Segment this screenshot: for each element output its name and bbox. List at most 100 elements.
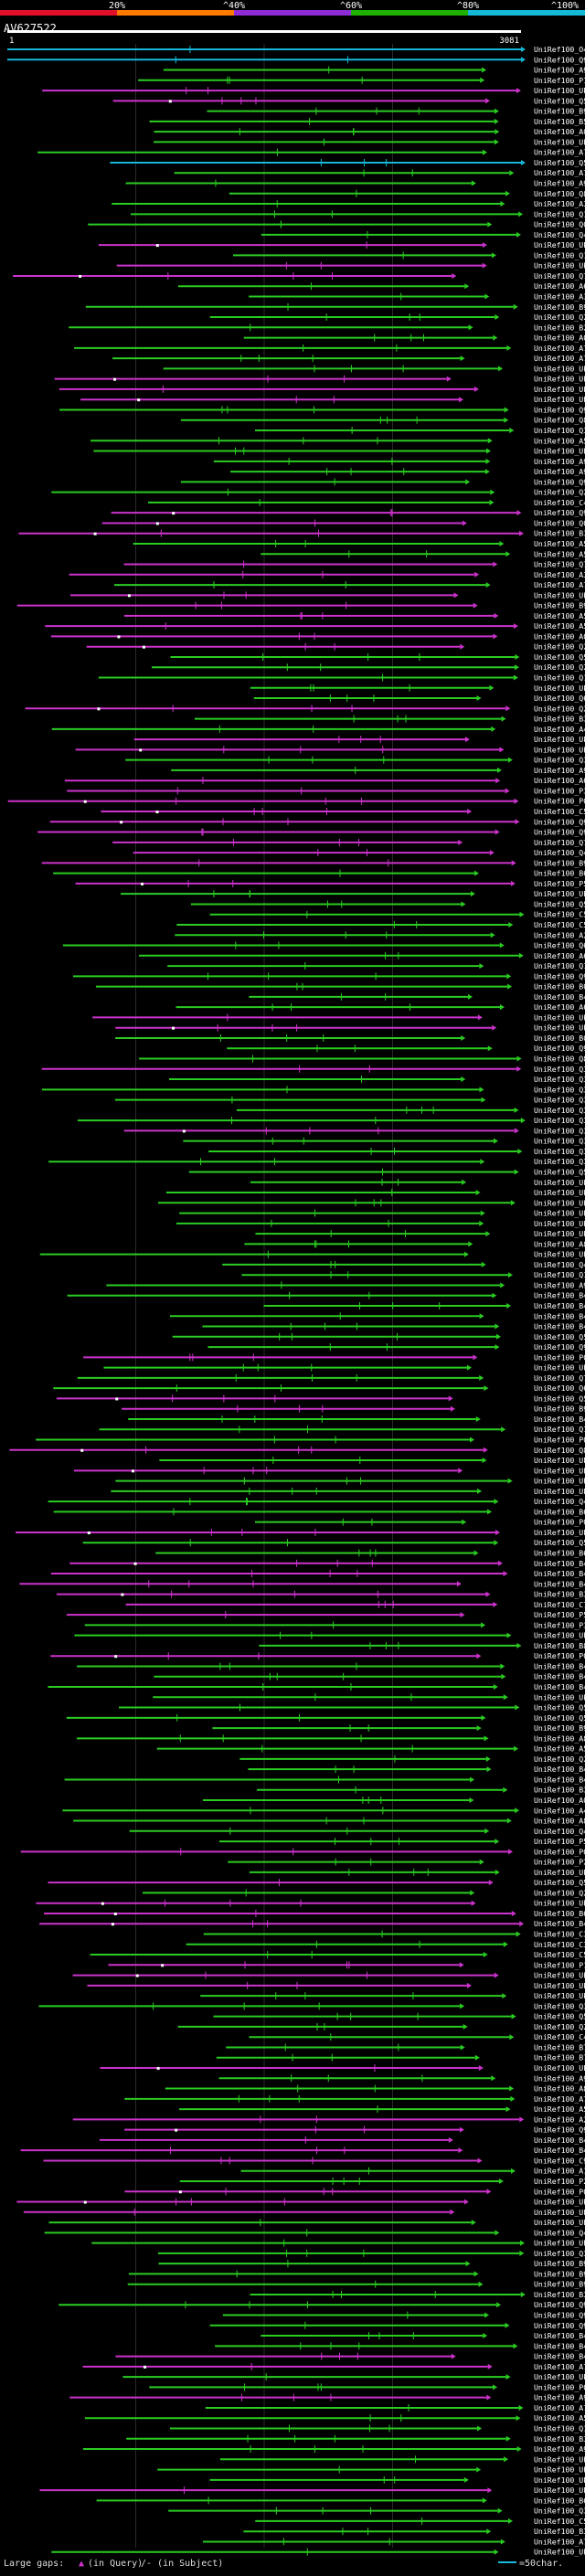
hit-arrow-36: [504, 417, 509, 423]
hit-label-82: UniRef100_UP1000..: [534, 889, 585, 898]
hit-arrow-39: [486, 448, 492, 454]
hit-label-90: UniRef100_Q9VT03: [534, 971, 585, 981]
hit-label-136: UniRef100_Q8R4U2: [534, 1446, 585, 1455]
hit-arrow-176: [479, 1859, 484, 1865]
hit-label-96: UniRef100_B0S564: [534, 1034, 585, 1043]
footer-scale-note: =50char.: [519, 2559, 564, 2569]
hit-arrow-17: [487, 221, 493, 228]
hit-arrow-224: [451, 2353, 456, 2359]
hit-label-197: UniRef100_A9RDR2: [534, 2073, 585, 2083]
hit-arrow-102: [481, 1097, 486, 1103]
gap-mark-22: [79, 274, 82, 278]
hit-arrow-188: [466, 1982, 472, 1988]
hit-label-116: UniRef100_A8CG3I: [534, 1239, 585, 1248]
hit-label-164: UniRef100_A8JFL7: [534, 1733, 585, 1743]
hit-label-114: UniRef100_UP1000..: [534, 1219, 585, 1228]
hit-arrow-81: [510, 880, 516, 886]
hit-label-39: UniRef100_UP1000..: [534, 447, 585, 456]
hit-label-233: UniRef100_A9V4D0: [534, 2444, 585, 2454]
hit-arrow-122: [506, 1303, 512, 1309]
hit-label-14: UniRef100_Q81Q53: [534, 189, 585, 198]
hit-arrow-110: [462, 1179, 467, 1185]
hit-label-213: UniRef100_UP1000..: [534, 2239, 585, 2248]
hit-arrow-124: [495, 1323, 500, 1330]
query-gap-icon: ▲: [79, 2559, 85, 2569]
hit-arrow-236: [463, 2476, 469, 2483]
hit-arrow-53: [453, 592, 459, 599]
hit-arrow-141: [494, 1499, 499, 1505]
hit-label-1: UniRef100_Q9SBN2: [534, 55, 585, 64]
hit-label-151: UniRef100_C7YK79: [534, 1600, 585, 1609]
hit-arrow-73: [514, 798, 519, 804]
hit-arrow-117: [463, 1251, 469, 1257]
hit-arrow-68: [499, 747, 505, 753]
hit-arrow-178: [488, 1880, 494, 1886]
gap-mark-57: [117, 635, 121, 639]
scale-tick-80: ^80%: [457, 1, 479, 11]
hit-label-108: UniRef100_Q3TF72: [534, 1157, 585, 1166]
hit-arrow-48: [499, 540, 505, 546]
hit-arrow-169: [503, 1786, 508, 1793]
hit-arrow-142: [487, 1509, 493, 1515]
hit-label-4: UniRef100_UP1000..: [534, 86, 585, 95]
hit-arrow-208: [486, 2189, 492, 2195]
hit-label-232: UniRef100_B3NKR5: [534, 2434, 585, 2443]
hit-label-195: UniRef100_B7FJ37: [534, 2053, 585, 2062]
hit-label-169: UniRef100_B3M733: [534, 1786, 585, 1795]
hit-arrow-28: [493, 334, 498, 341]
hit-arrow-230: [516, 2415, 521, 2422]
hit-arrow-14: [505, 190, 510, 196]
hit-arrow-201: [519, 2116, 525, 2123]
hit-arrow-163: [476, 1725, 482, 1732]
gap-mark-181: [113, 1912, 117, 1915]
gap-mark-81: [141, 882, 144, 885]
hit-label-144: UniRef100_UP1000..: [534, 1528, 585, 1537]
hit-arrow-105: [514, 1128, 519, 1134]
hit-label-240: UniRef100_C5LJT8: [534, 2517, 585, 2526]
hit-arrow-202: [459, 2126, 464, 2133]
hit-label-150: UniRef100_B3NHN4: [534, 1590, 585, 1599]
hit-arrow-152: [460, 1612, 465, 1618]
hit-label-110: UniRef100_UP1000..: [534, 1178, 585, 1187]
hit-arrow-166: [485, 1755, 491, 1762]
hit-label-171: UniRef100_A4QRU6: [534, 1806, 585, 1815]
footer-in-query: (in Query): [88, 2559, 144, 2569]
hit-label-155: UniRef100_B8IZM8: [534, 1641, 585, 1650]
hit-label-227: UniRef100_P07891: [534, 2382, 585, 2391]
hit-label-92: UniRef100_B4MF04: [534, 992, 585, 1002]
hit-arrow-71: [495, 778, 501, 784]
hit-arrow-118: [481, 1261, 486, 1267]
hit-arrow-215: [465, 2261, 471, 2267]
hit-arrow-90: [506, 973, 512, 980]
hit-arrow-44: [489, 499, 495, 505]
hit-arrow-140: [477, 1488, 483, 1494]
hit-label-223: UniRef100_B4M970: [534, 2341, 585, 2350]
hit-arrow-22: [452, 272, 457, 279]
hit-arrow-50: [493, 561, 498, 567]
hit-arrow-174: [495, 1839, 500, 1845]
gap-mark-225: [144, 2365, 147, 2369]
hit-label-181: UniRef100_B6TMB2: [534, 1909, 585, 1918]
hit-label-176: UniRef100_P21195: [534, 1858, 585, 1867]
hit-arrow-238: [482, 2497, 487, 2504]
hit-arrow-192: [463, 2023, 468, 2030]
hit-label-68: UniRef100_UP1000..: [534, 745, 585, 754]
hit-label-60: UniRef100_Q2S5B8: [534, 663, 585, 672]
hit-arrow-167: [486, 1766, 492, 1773]
hit-arrow-133: [475, 1415, 481, 1422]
hit-label-211: UniRef100_UP1000..: [534, 2218, 585, 2227]
hit-label-21: UniRef100_UP1000..: [534, 261, 585, 270]
hit-arrow-54: [473, 602, 478, 609]
hit-arrow-96: [461, 1034, 466, 1041]
gap-mark-136: [80, 1448, 84, 1452]
hit-arrow-218: [520, 2291, 526, 2297]
hit-label-86: UniRef100_A2YXM7: [534, 930, 585, 939]
hit-label-220: UniRef100_Q9GTJ2: [534, 2311, 585, 2320]
hit-arrow-41: [484, 469, 490, 475]
hit-arrow-79: [511, 860, 516, 866]
gap-mark-74: [155, 811, 159, 814]
hit-arrow-197: [491, 2075, 496, 2082]
hit-label-64: UniRef100_Q29EU6: [534, 704, 585, 713]
hit-label-159: UniRef100_B4L127: [534, 1682, 585, 1691]
hit-arrow-160: [503, 1694, 508, 1701]
